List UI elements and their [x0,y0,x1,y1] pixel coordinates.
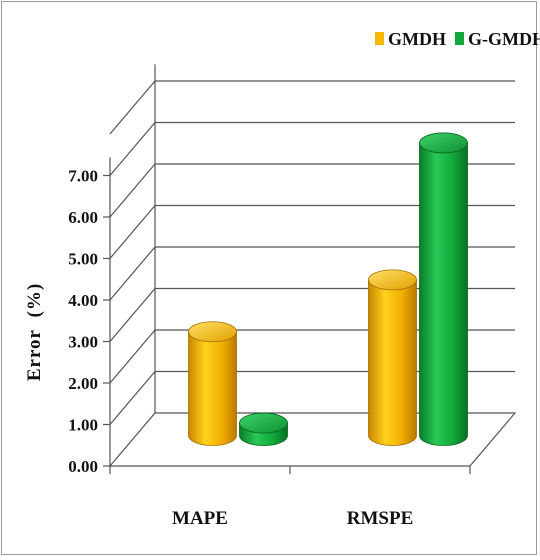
cylinder-body-gmdh [188,331,237,446]
gridline-side [109,288,156,342]
gridline-side [109,329,156,384]
cylinder-top-g-gmdh [419,132,468,154]
y-tick-label: 7.00 [68,167,98,186]
gridline-side [109,205,156,259]
cylinder-body-gmdh [368,279,417,446]
y-axis-label: Error (%) [24,283,45,381]
gridline-side [109,122,156,176]
legend: GMDH G-GMDH [375,29,540,49]
cylinder-body-g-gmdh [419,142,468,446]
gridline-side [109,246,156,301]
legend-swatch-g-gmdh [455,32,464,45]
y-tick-label: 5.00 [68,250,98,269]
y-tick-label: 6.00 [68,208,98,227]
legend-label-gmdh: GMDH [388,29,446,49]
y-tick-label: 1.00 [68,416,98,435]
gridline-side [109,80,156,135]
bars [188,132,468,446]
y-tick-label: 0.00 [68,457,98,476]
x-category-label: RMSPE [347,508,414,529]
cylinder-top-gmdh [188,321,237,343]
y-tick-label: 2.00 [68,374,98,393]
floor [108,412,517,467]
cylinder-top-g-gmdh [239,412,288,434]
cylinder-top-gmdh [368,269,417,291]
legend-label-g-gmdh: G-GMDH [468,29,540,49]
y-tick-label: 3.00 [68,333,98,352]
gridline-side [109,371,156,425]
x-category-label: MAPE [172,508,228,529]
gridline-side [109,163,156,218]
legend-swatch-gmdh [375,32,384,45]
labels: Error (%) 0.00 1.00 2.00 3.00 4.00 5.00 6.00 7.… [24,167,413,530]
y-tick-label: 4.00 [68,291,98,310]
